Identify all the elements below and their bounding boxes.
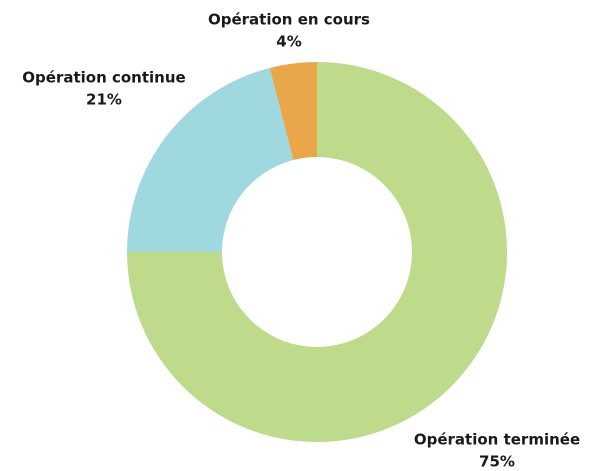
value-label: 4% <box>276 33 301 51</box>
value-label: 21% <box>86 91 122 109</box>
slice-label: Opération en cours <box>208 11 370 29</box>
slice-label: Opération terminée <box>414 431 580 449</box>
slice <box>269 62 317 160</box>
slice <box>127 67 294 252</box>
slice <box>127 62 507 442</box>
slice-label: Opération continue <box>22 69 185 87</box>
value-label: 75% <box>479 453 515 471</box>
